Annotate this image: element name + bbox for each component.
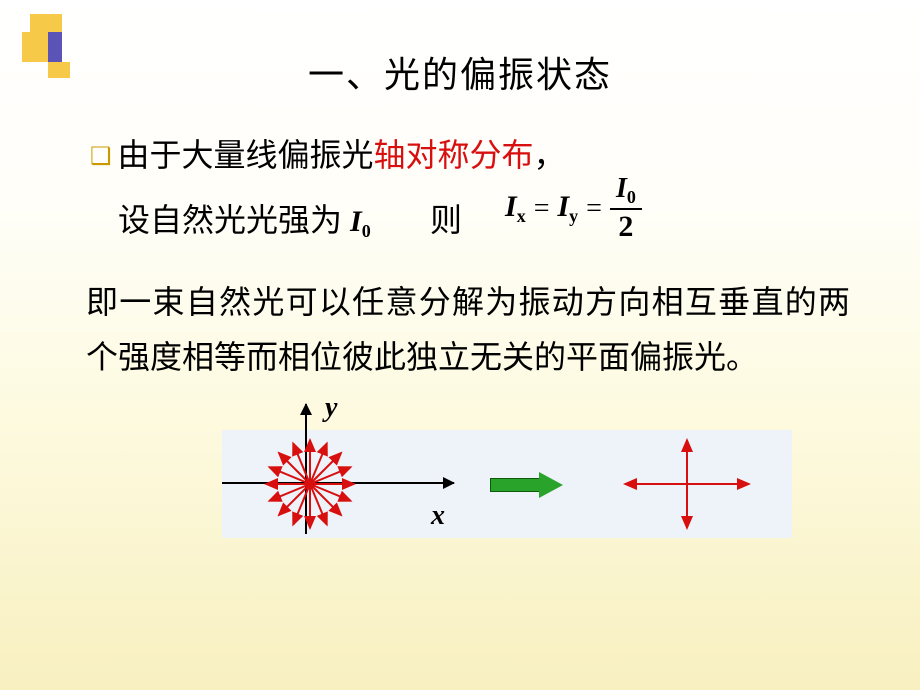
equation: Ix = Iy = I0 2	[505, 175, 642, 242]
bullet-line: ❑由于大量线偏振光轴对称分布，	[90, 130, 566, 176]
slide-title: 一、光的偏振状态	[0, 46, 920, 98]
then-text: 则	[430, 195, 462, 241]
assumption-text: 设自然光光强为 I0	[118, 195, 371, 242]
slide: 一、光的偏振状态 ❑由于大量线偏振光轴对称分布， 设自然光光强为 I0 则 Ix…	[0, 0, 920, 690]
transform-arrow	[490, 472, 564, 498]
bullet-prefix: 由于大量线偏振光	[118, 137, 374, 173]
bullet-red: 轴对称分布	[374, 137, 534, 173]
explanation-paragraph: 即一束自然光可以任意分解为振动方向相互垂直的两个强度相等而相位彼此独立无关的平面…	[86, 275, 850, 385]
x-axis-label: x	[431, 500, 445, 532]
fraction: I0 2	[610, 175, 642, 242]
bullet-icon: ❑	[90, 144, 112, 170]
orthogonal-arrows-diagram	[612, 430, 762, 538]
y-axis-label: y	[325, 392, 337, 424]
radial-arrows-diagram	[250, 428, 370, 540]
bullet-suffix: ，	[534, 137, 566, 173]
